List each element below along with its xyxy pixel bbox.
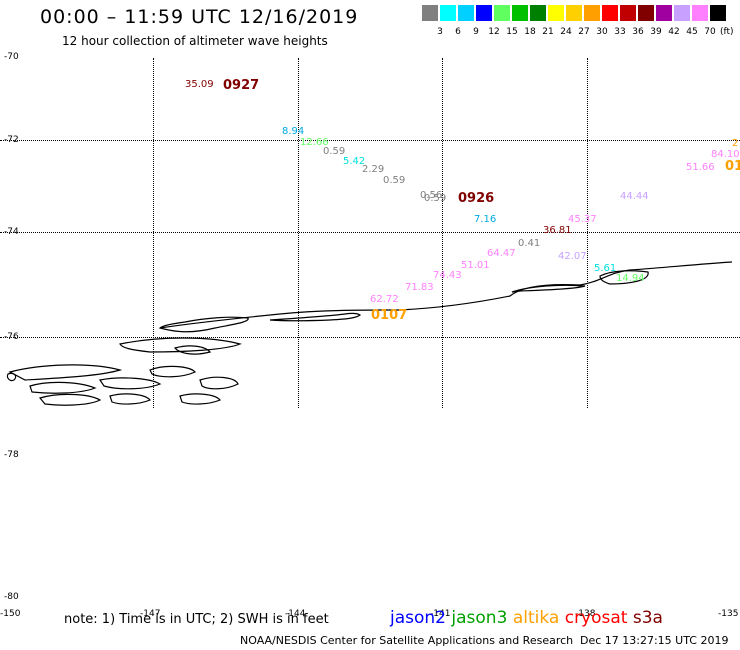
scale-label: 18 [524, 27, 536, 37]
gridline-lat [0, 140, 740, 141]
scale-swatch [620, 5, 636, 21]
swh-value: 2 [732, 138, 739, 149]
scale-label: 33 [614, 27, 626, 37]
time-mark: 0927 [223, 78, 260, 93]
scale-swatch [422, 5, 438, 21]
scale-label: 3 [437, 27, 443, 37]
scale-swatch [656, 5, 672, 21]
scale-label: 15 [506, 27, 518, 37]
swh-value: 5.42 [343, 156, 366, 167]
scale-swatch [584, 5, 600, 21]
scale-swatch [494, 5, 510, 21]
swh-value: 7.16 [474, 214, 497, 225]
scale-label: 36 [632, 27, 644, 37]
swh-value: 71.83 [405, 282, 434, 293]
gridline-lat [0, 232, 740, 233]
swh-value: 42.07 [558, 251, 587, 262]
swh-value: 0.56 [420, 190, 443, 201]
y-tick-label: -76 [4, 332, 19, 342]
scale-label: 12 [488, 27, 500, 37]
swh-value: 14.94 [616, 273, 645, 284]
scale-label: 30 [596, 27, 608, 37]
y-tick-label: -74 [4, 227, 19, 237]
scale-label: 21 [542, 27, 554, 37]
swh-value: 0.59 [424, 193, 447, 204]
swh-value: 62.72 [370, 294, 399, 305]
gridline-lat [0, 337, 740, 338]
x-tick-label: -144 [285, 609, 306, 619]
scale-swatch [692, 5, 708, 21]
scale-swatch [440, 5, 456, 21]
scale-swatch [674, 5, 690, 21]
gridline-lon [153, 58, 154, 408]
y-tick-label: -70 [4, 52, 19, 62]
time-mark: 0107 [371, 308, 408, 323]
swh-value: 36.81 [543, 225, 572, 236]
map-subtitle: 12 hour collection of altimeter wave hei… [62, 34, 328, 48]
swh-value: 51.01 [461, 260, 490, 271]
y-tick-label: -78 [4, 450, 19, 460]
y-tick-label: -80 [4, 592, 19, 602]
legend-s3a: s3a [632, 608, 663, 628]
scale-swatch [566, 5, 582, 21]
gridline-lon [298, 58, 299, 408]
scale-swatch [602, 5, 618, 21]
time-mark: 01 [725, 159, 740, 174]
swh-value: 44.44 [620, 191, 649, 202]
scale-label: 39 [650, 27, 662, 37]
x-tick-label: -147 [140, 609, 161, 619]
scale-swatch [476, 5, 492, 21]
scale-swatch [710, 5, 726, 21]
x-tick-label: -135 [718, 609, 739, 619]
scale-label: 70 [704, 27, 716, 37]
scale-swatch [458, 5, 474, 21]
coastline [6, 261, 733, 406]
satellite-legend: jason2 jason3 altika cryosat s3a [390, 608, 663, 628]
legend-jason3: jason3 [451, 608, 513, 628]
time-mark: 0926 [458, 191, 495, 206]
scale-swatch [530, 5, 546, 21]
swh-value: 51.66 [686, 162, 715, 173]
x-tick-label: -150 [0, 609, 21, 619]
scale-label: 24 [560, 27, 572, 37]
scale-label: 27 [578, 27, 590, 37]
swh-value: 35.09 [185, 79, 214, 90]
swh-value: 2.29 [362, 164, 385, 175]
x-tick-label: -141 [430, 609, 451, 619]
swh-value: 0.59 [323, 146, 346, 157]
legend-altika: altika [512, 608, 565, 628]
scale-label: 45 [686, 27, 698, 37]
x-tick-label: -138 [575, 609, 596, 619]
legend-cryosat: cryosat [564, 608, 633, 628]
swh-value: 64.47 [487, 248, 516, 259]
timestamp: Dec 17 13:27:15 UTC 2019 [580, 634, 729, 647]
scale-swatch [548, 5, 564, 21]
scale-unit: (ft) [720, 27, 734, 37]
swh-value: 0.59 [383, 175, 406, 186]
swh-value: 0.41 [518, 238, 541, 249]
swh-value: 8.94 [282, 126, 305, 137]
swh-value: 45.37 [568, 214, 597, 225]
scale-label: 6 [455, 27, 461, 37]
credit-text: NOAA/NESDIS Center for Satellite Applica… [240, 634, 574, 647]
footer-note: note: 1) Time is in UTC; 2) SWH is in fe… [64, 612, 329, 627]
swh-value: 5.61 [594, 263, 617, 274]
y-tick-label: -72 [4, 135, 19, 145]
gridline-lon [587, 58, 588, 408]
swh-value: 74.43 [433, 270, 462, 281]
scale-label: 9 [473, 27, 479, 37]
swh-value: 84.10 [711, 149, 740, 160]
map-title: 00:00 – 11:59 UTC 12/16/2019 [40, 6, 359, 28]
scale-swatch [638, 5, 654, 21]
legend-jason2: jason2 [390, 608, 452, 628]
scale-swatch [512, 5, 528, 21]
gridline-lon [442, 58, 443, 408]
scale-label: 42 [668, 27, 680, 37]
swh-value: 12.66 [300, 137, 329, 148]
